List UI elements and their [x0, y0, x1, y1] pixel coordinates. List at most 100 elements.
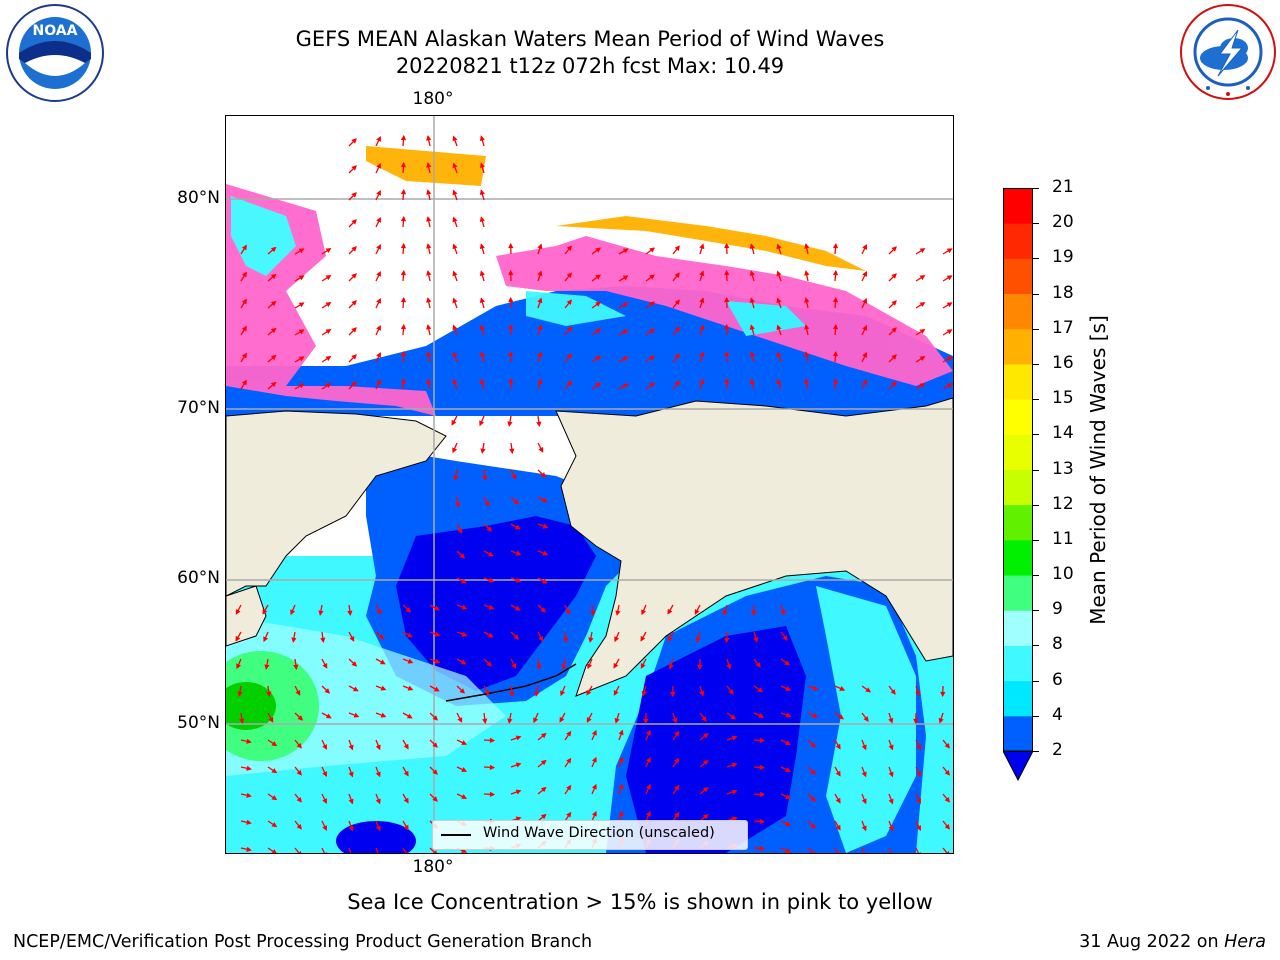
wind-arrow-head: [246, 765, 252, 771]
wind-arrow: [861, 847, 865, 853]
wind-arrows: [235, 134, 953, 853]
wind-arrow-head: [891, 381, 897, 387]
wind-arrow-head: [649, 382, 656, 388]
wind-arrow-head: [509, 448, 515, 454]
wind-arrow-head: [509, 691, 515, 698]
wind-arrow-head: [776, 351, 782, 358]
colorbar-tick-label: 20: [1052, 212, 1074, 233]
wind-arrow-head: [533, 717, 539, 724]
wind-arrow-head: [916, 798, 921, 804]
footer-host: Hera: [1224, 932, 1266, 952]
chart-subtitle: 20220821 t12z 072h fcst Max: 10.49: [395, 54, 785, 78]
wind-arrow-head: [296, 824, 302, 830]
wind-arrow-head: [566, 326, 572, 333]
wind-arrow-head: [591, 783, 597, 790]
wind-arrow-head: [241, 325, 247, 332]
wind-arrow-head: [804, 351, 810, 357]
wind-arrow-head: [426, 243, 432, 249]
wind-arrow-head: [749, 378, 755, 385]
wind-arrow-head: [246, 738, 252, 744]
wind-arrow-head: [674, 299, 680, 306]
wind-arrow-head: [728, 689, 734, 695]
wind-arrow-head: [724, 350, 730, 357]
wind-arrow-head: [697, 664, 703, 671]
wind-arrow-head: [239, 718, 245, 724]
wind-arrow-head: [461, 848, 468, 853]
wind-arrow-head: [380, 685, 387, 691]
colorbar-label: Mean Period of Wind Waves [s]: [1086, 315, 1110, 625]
wind-arrow-head: [835, 770, 841, 777]
wind-arrow-head: [375, 771, 381, 778]
wind-arrow-head: [246, 792, 252, 798]
wind-arrow-head: [487, 632, 494, 638]
wind-arrow-head: [614, 717, 620, 724]
wind-arrow-head: [537, 243, 543, 250]
wind-arrow-head: [432, 769, 438, 775]
wind-arrow-head: [511, 663, 517, 669]
colorbar-block: [1003, 575, 1033, 611]
wind-arrow-head: [674, 326, 680, 333]
wind-arrow-head: [266, 691, 272, 697]
wind-arrow-head: [270, 300, 277, 307]
wind-arrow-head: [296, 797, 302, 803]
wind-arrow-head: [563, 637, 569, 644]
wind-arrow-head: [508, 242, 514, 249]
wind-arrow-head: [804, 378, 810, 384]
wind-arrow-head: [432, 742, 438, 748]
wind-arrow-head: [351, 246, 357, 252]
wind-arrow-head: [432, 796, 438, 802]
wind-arrow-head: [618, 783, 624, 790]
wind-arrow-head: [566, 299, 572, 306]
wind-arrow-head: [622, 356, 629, 362]
wind-arrow-head: [489, 764, 496, 770]
wind-arrow-head: [888, 717, 894, 724]
wind-arrow-head: [916, 744, 921, 750]
wind-arrow-head: [271, 741, 278, 747]
wind-arrow-head: [479, 216, 485, 223]
wind-arrow-head: [622, 275, 629, 281]
wind-arrow-head: [484, 501, 490, 507]
colorbar-block: [1003, 363, 1033, 400]
wind-arrow-head: [270, 381, 277, 388]
wind-arrow-head: [595, 382, 602, 388]
wind-arrow-head: [835, 824, 841, 831]
colorbar-block: [1003, 539, 1033, 576]
wind-arrow-head: [241, 352, 247, 359]
wind-arrow-head: [295, 690, 301, 696]
wind-arrow-head: [724, 637, 730, 644]
wind-arrow-head: [246, 819, 252, 825]
wind-arrow-head: [270, 327, 277, 334]
colorbar-tick-label: 4: [1052, 704, 1063, 725]
wind-arrow-head: [482, 718, 488, 725]
wind-arrow-head: [461, 767, 468, 772]
wind-arrow-head: [618, 729, 624, 736]
wind-arrow-head: [759, 818, 766, 825]
wind-arrow-head: [460, 578, 467, 584]
wind-arrow-head: [434, 658, 441, 664]
colorbar-extend-triangle: [1003, 750, 1033, 781]
wind-arrow-head: [351, 354, 357, 360]
wind-arrow-head: [400, 161, 407, 168]
colorbar-block: [1003, 399, 1033, 435]
wind-arrow-head: [749, 270, 755, 277]
wind-arrow-head: [759, 737, 766, 744]
wind-arrow-head: [588, 637, 594, 643]
wind-arrow-head: [649, 274, 656, 280]
wind-arrow-head: [566, 757, 572, 764]
wind-arrow-head: [839, 686, 846, 691]
wind-arrow-head: [487, 551, 494, 557]
wind-arrow-head: [542, 550, 549, 556]
colorbar-block: [1003, 645, 1033, 682]
wind-arrow-head: [780, 609, 786, 616]
wind-arrow-head: [271, 795, 278, 801]
wind-arrow-head: [376, 324, 381, 331]
wind-arrow-head: [296, 743, 302, 749]
wind-arrow-head: [452, 351, 458, 358]
wind-arrow-head: [537, 270, 543, 277]
wind-arrow-head: [484, 690, 490, 696]
wind-arrow-head: [784, 660, 791, 666]
colorbar-tick-mark: [1033, 539, 1039, 541]
wind-arrow-head: [237, 691, 243, 697]
wind-arrow-head: [919, 248, 926, 254]
wind-arrow-head: [566, 730, 572, 737]
